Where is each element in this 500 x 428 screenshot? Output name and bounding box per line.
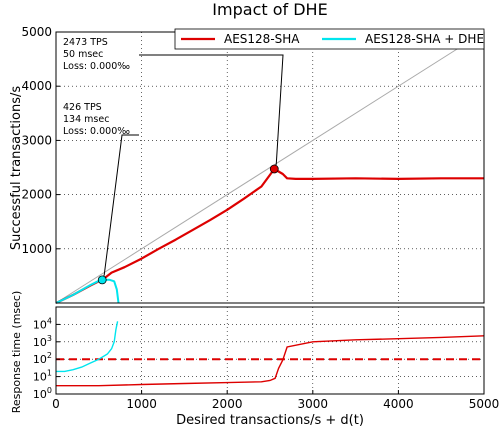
x-tick-label: 0 bbox=[52, 397, 60, 411]
top-grid bbox=[56, 32, 484, 303]
bottom-y-tick-label: 100 bbox=[33, 386, 52, 401]
top-y-tick-label: 3000 bbox=[21, 133, 52, 147]
x-tick-label: 3000 bbox=[298, 397, 329, 411]
x-tick-label: 1000 bbox=[126, 397, 157, 411]
bottom-y-tick-label: 101 bbox=[33, 369, 52, 384]
x-ticks: 0 1000 2000 3000 4000 5000 bbox=[52, 390, 499, 411]
x-tick-label: 2000 bbox=[212, 397, 243, 411]
reference-line bbox=[55, 31, 485, 304]
top-y-tick-label: 2000 bbox=[21, 188, 52, 202]
legend: AES128-SHA AES128-SHA + DHE bbox=[174, 28, 485, 50]
bottom-y-ticks: 100 101 102 103 104 bbox=[33, 316, 60, 401]
annotation-point bbox=[97, 275, 107, 285]
x-tick-label: 5000 bbox=[469, 397, 500, 411]
top-y-tick-label: 5000 bbox=[21, 25, 52, 39]
annotation-point bbox=[269, 164, 279, 174]
response-line-aes128-sha bbox=[56, 335, 485, 387]
top-y-axis-label: Successful transactions/s bbox=[9, 86, 24, 250]
bottom-y-tick-label: 102 bbox=[33, 351, 52, 366]
legend-label: AES128-SHA + DHE bbox=[365, 32, 484, 46]
x-tick-label: 4000 bbox=[383, 397, 414, 411]
annotations: 2473 TPS 50 msec Loss: 0.000‰ 426 TPS 134 ms… bbox=[63, 37, 284, 285]
annotation-text: 426 TPS 134 msec Loss: 0.000‰ bbox=[63, 102, 130, 137]
series-line-aes128-sha bbox=[55, 167, 484, 304]
response-line-aes128-sha-dhe bbox=[56, 321, 119, 373]
bottom-y-tick-label: 104 bbox=[33, 316, 52, 331]
annotation-arrow bbox=[101, 134, 139, 281]
annotation-arrow bbox=[139, 54, 284, 170]
bottom-y-axis-label: Response time (msec) bbox=[10, 291, 23, 414]
bottom-axes-frame bbox=[55, 306, 485, 395]
legend-label: AES128-SHA bbox=[224, 32, 300, 46]
top-plot-area bbox=[55, 31, 485, 304]
top-y-tick-label: 1000 bbox=[21, 242, 52, 256]
top-y-tick-label: 4000 bbox=[21, 79, 52, 93]
chart-title: Impact of DHE bbox=[212, 0, 327, 19]
annotation-text: 2473 TPS 50 msec Loss: 0.000‰ bbox=[63, 37, 130, 72]
bottom-plot-area bbox=[56, 321, 485, 387]
x-axis-label: Desired transactions/s + d(t) bbox=[176, 413, 364, 428]
bottom-y-tick-label: 103 bbox=[33, 334, 52, 349]
top-y-ticks: 1000 2000 3000 4000 5000 bbox=[21, 25, 60, 256]
